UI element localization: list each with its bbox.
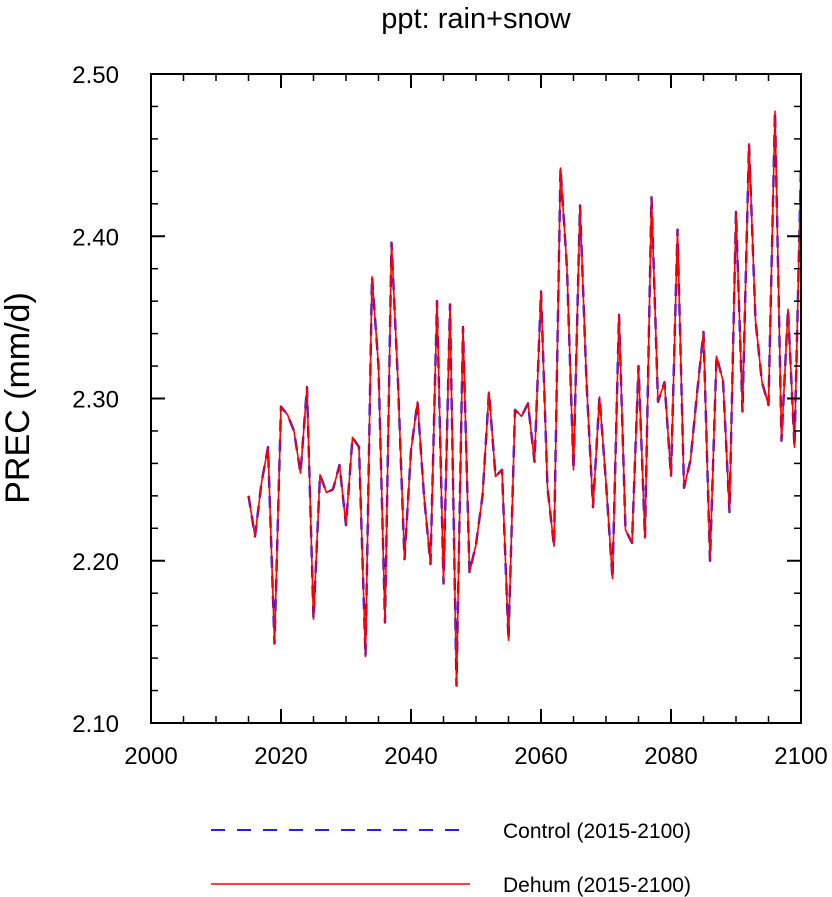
series-layer xyxy=(247,110,803,687)
y-axis-label: PREC (mm/d) xyxy=(0,292,37,504)
series-line-dehum-2015-2100 xyxy=(247,110,802,687)
x-tick-label-2020: 2020 xyxy=(254,743,307,770)
x-tick-label-2040: 2040 xyxy=(384,743,437,770)
y-tick-label: 2.30 xyxy=(72,387,119,414)
legend-label-2: Dehum (2015-2100) xyxy=(503,874,691,897)
x-tick-label-2080: 2080 xyxy=(644,743,697,770)
y-tick-label: 2.50 xyxy=(72,62,119,89)
chart-title: ppt: rain+snow xyxy=(381,3,571,35)
legend-label-1: Control (2015-2100) xyxy=(503,820,691,843)
x-tick-label-2100: 2100 xyxy=(774,743,827,770)
plot-frame xyxy=(150,73,802,724)
x-tick-label-2000: 2000 xyxy=(124,743,177,770)
y-tick-label: 2.10 xyxy=(72,711,119,738)
series-line-control-2015-2100 xyxy=(247,110,803,687)
x-tick-label-2060: 2060 xyxy=(514,743,567,770)
legend: Control (2015-2100) Dehum (2015-2100) xyxy=(211,820,691,897)
y-tick-label: 2.20 xyxy=(72,549,119,576)
axis-ticks: 2000 2020 2040 2060 2080 2100 2.10 2.20 2.30 2.40… xyxy=(72,62,827,770)
y-tick-label: 2.40 xyxy=(72,224,119,251)
